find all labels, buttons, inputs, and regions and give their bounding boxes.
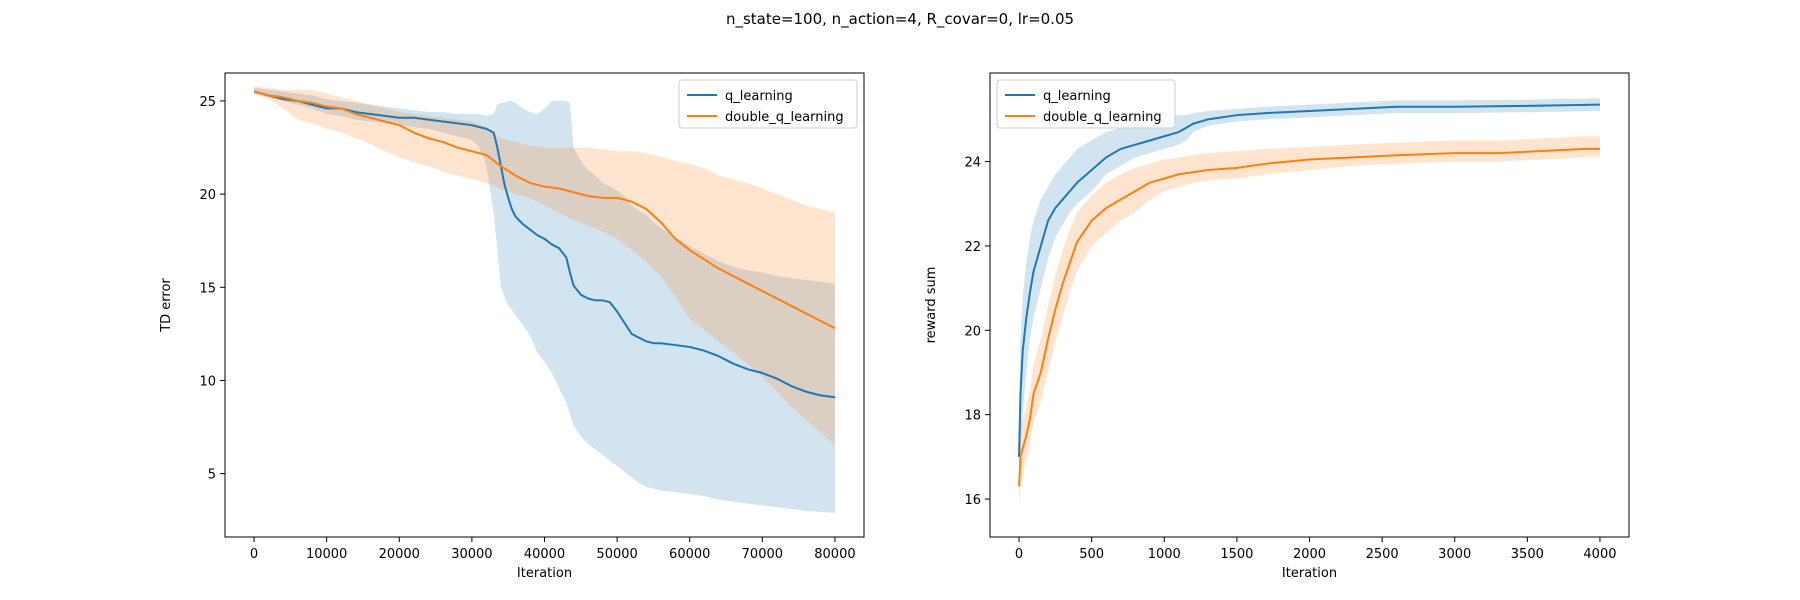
x-tick-label: 0 [250,547,258,562]
x-tick-label: 10000 [306,547,347,562]
x-tick-label: 50000 [596,547,637,562]
x-tick-label: 4000 [1583,547,1616,562]
x-tick-label: 500 [1079,547,1104,562]
confidence-band-double_q_learning [254,86,835,446]
series-line-double_q_learning [253,90,836,330]
series-line-q_learning [253,90,836,399]
y-tick-label: 10 [199,374,216,389]
plot-area [1018,98,1600,508]
legend-label-double_q_learning: double_q_learning [1043,110,1162,125]
legend-label-double_q_learning: double_q_learning [725,110,844,125]
legend-label-q_learning: q_learning [1043,89,1111,104]
y-tick-label: 22 [964,240,981,255]
legend-frame [678,79,858,129]
y-axis-label: TD error [159,278,174,333]
x-tick-label: 40000 [524,547,565,562]
y-tick-label: 24 [964,156,981,171]
x-tick-label: 60000 [669,547,710,562]
y-tick-label: 20 [964,324,981,339]
series-line-double_q_learning [1018,147,1600,487]
x-tick-label: 70000 [742,547,783,562]
legend: q_learning double_q_learning [996,79,1176,129]
x-tick-label: 30000 [451,547,492,562]
y-tick-label: 20 [199,188,216,203]
legend-frame [996,79,1176,129]
plot-td-error: 0 10000 20000 30000 40000 50000 60000 70000 8000… [159,72,865,581]
x-axis-label: Iteration [1282,566,1337,581]
x-axis-label: Iteration [517,566,572,581]
confidence-band-q_learning [254,87,835,513]
legend-label-q_learning: q_learning [725,89,793,104]
x-tick-label: 20000 [379,547,420,562]
x-tick-label: 1000 [1148,547,1181,562]
y-tick-label: 18 [964,409,981,424]
y-axis-label: reward sum [924,267,939,344]
plot-area [253,86,836,513]
series-line-q_learning [1018,103,1600,457]
y-tick-label: 25 [199,95,216,110]
x-tick-label: 0 [1015,547,1023,562]
legend: q_learning double_q_learning [678,79,858,129]
x-tick-label: 3500 [1511,547,1544,562]
x-tick-label: 80000 [814,547,855,562]
figure-suptitle: n_state=100, n_action=4, R_covar=0, lr=0… [726,10,1074,29]
x-tick-label: 1500 [1220,547,1253,562]
y-tick-label: 5 [208,468,216,483]
x-tick-label: 2000 [1293,547,1326,562]
x-tick-label: 2500 [1366,547,1399,562]
y-tick-label: 16 [964,493,981,508]
x-tick-label: 3000 [1438,547,1471,562]
y-tick-label: 15 [199,281,216,296]
plot-reward-sum: 0 500 1000 1500 2000 2500 3000 3500 4000 16 18 20 22… [924,72,1630,581]
